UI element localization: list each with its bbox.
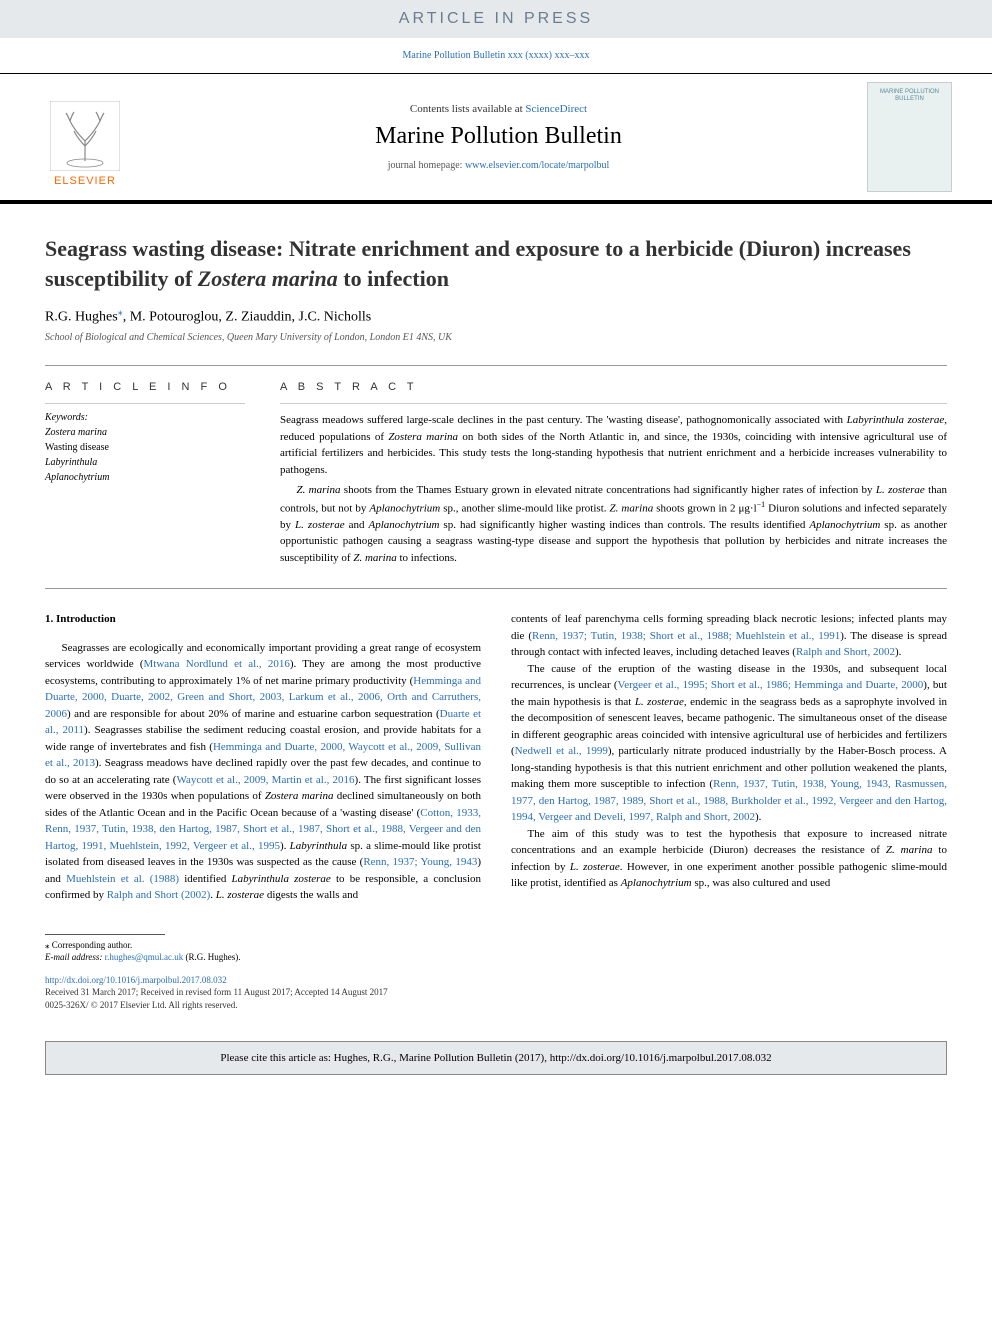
article-info-label: A R T I C L E I N F O xyxy=(45,381,245,393)
footer-divider xyxy=(45,934,165,935)
keyword-item: Aplanochytrium xyxy=(45,470,245,485)
corresponding-author-note: ⁎ Corresponding author. xyxy=(45,939,947,952)
abstract-label: A B S T R A C T xyxy=(280,381,947,393)
abstract-p1: Seagrass meadows suffered large-scale de… xyxy=(280,412,947,478)
intro-paragraph-cont: contents of leaf parenchyma cells formin… xyxy=(511,611,947,661)
abstract-text: Seagrass meadows suffered large-scale de… xyxy=(280,412,947,566)
keywords-label: Keywords: xyxy=(45,412,245,423)
homepage-prefix: journal homepage: xyxy=(388,160,465,171)
article-content: Seagrass wasting disease: Nitrate enrich… xyxy=(0,204,992,934)
article-info-column: A R T I C L E I N F O Keywords: Zostera … xyxy=(45,381,245,570)
citation-link[interactable]: Ralph and Short, 2002 xyxy=(796,646,895,658)
keywords-list: Zostera marina Wasting disease Labyrinth… xyxy=(45,425,245,485)
keyword-item: Labyrinthula xyxy=(45,455,245,470)
other-authors: , M. Potouroglou, Z. Ziauddin, J.C. Nich… xyxy=(123,310,372,325)
email-link[interactable]: r.hughes@qmul.ac.uk xyxy=(105,952,184,962)
footer-area: ⁎ Corresponding author. E-mail address: … xyxy=(0,934,992,1027)
intro-paragraph-3: The aim of this study was to test the hy… xyxy=(511,826,947,892)
keyword-item: Zostera marina xyxy=(45,425,245,440)
citation-link[interactable]: Ralph and Short (2002) xyxy=(107,889,211,901)
intro-paragraph-2: The cause of the eruption of the wasting… xyxy=(511,661,947,826)
header-center: Contents lists available at ScienceDirec… xyxy=(150,103,847,171)
citation-link[interactable]: Vergeer et al., 1995; Short et al., 1986… xyxy=(618,679,924,691)
elsevier-logo[interactable]: ELSEVIER xyxy=(40,87,130,187)
citation-link[interactable]: Waycott et al., 2009, Martin et al., 201… xyxy=(176,774,354,786)
title-species: Zostera marina xyxy=(198,266,338,291)
title-text-1: Seagrass wasting disease: Nitrate enrich… xyxy=(45,236,911,291)
citation-link[interactable]: Mtwana Nordlund et al., 2016 xyxy=(144,658,290,670)
journal-ref-link[interactable]: Marine Pollution Bulletin xxx (xxxx) xxx… xyxy=(403,50,590,61)
section-heading-introduction: 1. Introduction xyxy=(45,611,481,628)
authors-line: R.G. Hughes⁎, M. Potouroglou, Z. Ziauddi… xyxy=(45,307,947,326)
info-divider xyxy=(45,403,245,404)
homepage-url-link[interactable]: www.elsevier.com/locate/marpolbul xyxy=(465,160,609,171)
citation-link[interactable]: Muehlstein et al. (1988) xyxy=(66,873,179,885)
info-abstract-row: A R T I C L E I N F O Keywords: Zostera … xyxy=(45,365,947,589)
sciencedirect-link[interactable]: ScienceDirect xyxy=(525,103,587,115)
abstract-p2: Z. marina shoots from the Thames Estuary… xyxy=(280,482,947,566)
body-column-right: contents of leaf parenchyma cells formin… xyxy=(511,611,947,904)
journal-header: ELSEVIER Contents lists available at Sci… xyxy=(0,73,992,204)
email-label: E-mail address: xyxy=(45,952,102,962)
doi-link[interactable]: http://dx.doi.org/10.1016/j.marpolbul.20… xyxy=(45,975,227,985)
affiliation: School of Biological and Chemical Scienc… xyxy=(45,332,947,343)
body-columns: 1. Introduction Seagrasses are ecologica… xyxy=(45,611,947,904)
journal-cover-thumbnail[interactable]: MARINE POLLUTION BULLETIN xyxy=(867,82,952,192)
homepage-line: journal homepage: www.elsevier.com/locat… xyxy=(150,160,847,171)
elsevier-tree-icon xyxy=(50,101,120,171)
received-dates: Received 31 March 2017; Received in revi… xyxy=(45,986,947,999)
citation-link[interactable]: Nedwell et al., 1999 xyxy=(515,745,608,757)
elsevier-brand-text: ELSEVIER xyxy=(54,175,116,187)
article-in-press-banner: ARTICLE IN PRESS xyxy=(0,0,992,38)
journal-name: Marine Pollution Bulletin xyxy=(150,123,847,150)
body-column-left: 1. Introduction Seagrasses are ecologica… xyxy=(45,611,481,904)
abstract-column: A B S T R A C T Seagrass meadows suffere… xyxy=(280,381,947,570)
email-line: E-mail address: r.hughes@qmul.ac.uk (R.G… xyxy=(45,951,947,964)
contents-prefix: Contents lists available at xyxy=(410,103,525,115)
email-suffix: (R.G. Hughes). xyxy=(183,952,240,962)
title-text-2: to infection xyxy=(338,266,449,291)
contents-lists-line: Contents lists available at ScienceDirec… xyxy=(150,103,847,115)
journal-reference-line: Marine Pollution Bulletin xxx (xxxx) xxx… xyxy=(0,38,992,73)
citation-link[interactable]: Renn, 1937; Tutin, 1938; Short et al., 1… xyxy=(532,630,840,642)
copyright-line: 0025-326X/ © 2017 Elsevier Ltd. All righ… xyxy=(45,999,947,1012)
article-title: Seagrass wasting disease: Nitrate enrich… xyxy=(45,234,947,293)
doi-line: http://dx.doi.org/10.1016/j.marpolbul.20… xyxy=(45,974,947,987)
corresponding-author: R.G. Hughes xyxy=(45,310,118,325)
keyword-item: Wasting disease xyxy=(45,440,245,455)
citation-link[interactable]: Renn, 1937; Young, 1943 xyxy=(363,856,477,868)
cover-thumb-title: MARINE POLLUTION BULLETIN xyxy=(872,89,947,103)
intro-paragraph: Seagrasses are ecologically and economic… xyxy=(45,640,481,904)
abstract-divider xyxy=(280,403,947,404)
citation-box: Please cite this article as: Hughes, R.G… xyxy=(45,1041,947,1075)
